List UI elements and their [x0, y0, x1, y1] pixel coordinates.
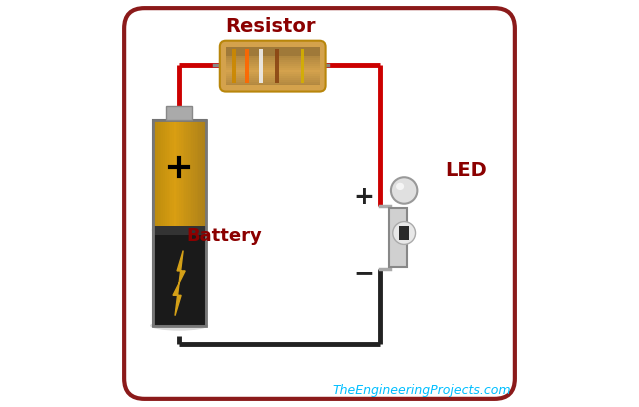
Text: LED: LED: [445, 162, 487, 180]
Bar: [153, 230, 206, 326]
Bar: [199, 120, 200, 230]
Bar: [177, 120, 179, 230]
Bar: [226, 58, 320, 60]
Bar: [160, 120, 162, 230]
Bar: [226, 68, 320, 70]
Bar: [226, 62, 320, 64]
Bar: [226, 80, 320, 81]
Bar: [226, 57, 320, 58]
Bar: [166, 106, 192, 120]
Bar: [188, 120, 190, 230]
Bar: [153, 120, 155, 230]
Bar: [399, 226, 409, 240]
Bar: [226, 55, 320, 57]
Bar: [176, 120, 177, 230]
Bar: [200, 120, 202, 230]
Polygon shape: [173, 251, 185, 316]
Bar: [192, 120, 193, 230]
FancyBboxPatch shape: [220, 41, 326, 92]
Bar: [162, 120, 163, 230]
Bar: [226, 78, 320, 80]
Bar: [172, 120, 174, 230]
Bar: [226, 72, 320, 74]
Bar: [156, 120, 158, 230]
Bar: [179, 120, 181, 230]
Bar: [190, 120, 192, 230]
Bar: [202, 120, 204, 230]
Bar: [226, 47, 320, 49]
Bar: [226, 74, 320, 76]
Bar: [226, 66, 320, 68]
Bar: [185, 120, 186, 230]
Bar: [245, 49, 249, 83]
Bar: [167, 120, 169, 230]
Text: TheEngineeringProjects.com: TheEngineeringProjects.com: [332, 384, 511, 397]
Bar: [226, 53, 320, 55]
Bar: [226, 70, 320, 72]
Bar: [170, 120, 172, 230]
Bar: [174, 120, 176, 230]
Ellipse shape: [396, 183, 404, 190]
Bar: [163, 120, 165, 230]
Bar: [153, 226, 206, 234]
Bar: [259, 49, 263, 83]
Ellipse shape: [391, 177, 417, 204]
Bar: [301, 49, 304, 83]
Bar: [226, 49, 320, 50]
Bar: [389, 208, 408, 267]
Text: −: −: [353, 261, 374, 284]
Bar: [226, 64, 320, 66]
Ellipse shape: [150, 321, 208, 330]
Bar: [169, 120, 170, 230]
Bar: [226, 81, 320, 83]
Bar: [275, 49, 279, 83]
Bar: [226, 60, 320, 62]
Bar: [231, 49, 236, 83]
Text: +: +: [353, 186, 374, 209]
Bar: [195, 120, 197, 230]
Bar: [153, 120, 206, 230]
Bar: [226, 83, 320, 85]
Bar: [226, 50, 320, 53]
Circle shape: [393, 221, 415, 244]
Bar: [204, 120, 206, 230]
Bar: [183, 120, 185, 230]
Bar: [186, 120, 188, 230]
Bar: [165, 120, 167, 230]
Bar: [153, 120, 206, 326]
Bar: [193, 120, 195, 230]
Bar: [181, 120, 183, 230]
Bar: [197, 120, 199, 230]
Text: Resistor: Resistor: [226, 17, 316, 36]
Text: Battery: Battery: [186, 227, 262, 245]
Bar: [155, 120, 156, 230]
Bar: [226, 76, 320, 78]
Bar: [158, 120, 160, 230]
